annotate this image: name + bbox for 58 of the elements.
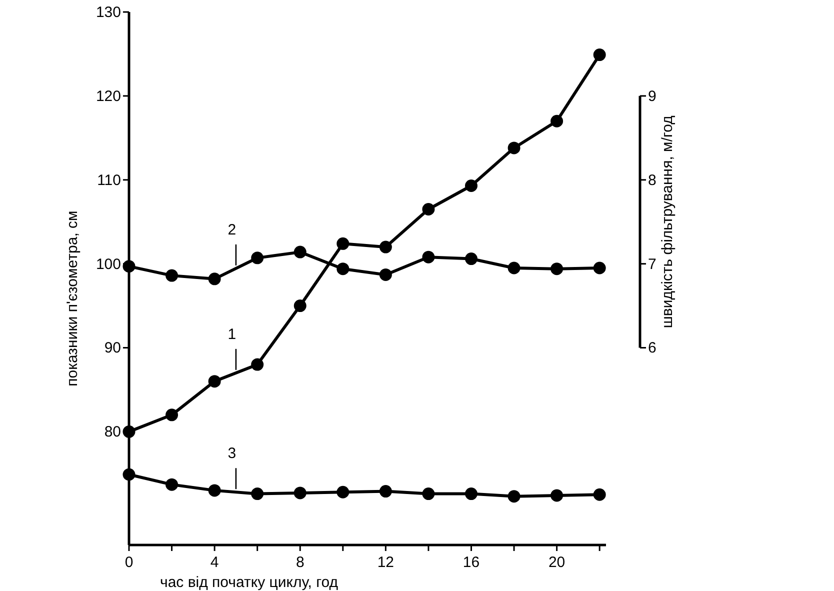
x-tick-label: 20 [548,554,566,571]
point [251,358,264,371]
point [508,262,520,274]
point [336,262,350,276]
x-tick-label: 8 [296,554,304,571]
y2-tick-label: 6 [648,340,656,357]
point [422,203,435,216]
point [464,252,478,266]
point [464,488,478,500]
series-label: 1 [228,326,236,343]
x-tick-label: 4 [210,554,219,571]
point [251,488,264,500]
point [166,269,178,282]
point [166,408,178,422]
point [593,48,606,62]
series-label: 2 [228,221,236,238]
point [294,300,306,312]
point [593,488,606,501]
point [464,180,478,192]
y-tick-label: 90 [104,340,121,357]
point [122,260,136,273]
y2-axis-title: швидкість фільтрування, м/год [659,115,676,328]
point [166,478,178,491]
point [508,142,520,154]
point [208,375,221,388]
x-tick-label: 16 [462,554,480,571]
point [336,486,350,498]
point [422,488,435,500]
point [122,468,136,481]
y-tick-label: 120 [96,88,121,105]
point [508,490,520,503]
y-tick-label: 110 [97,172,121,189]
point [122,425,136,438]
point [550,489,564,502]
y-tick-label: 100 [96,256,121,273]
x-tick-label: 12 [377,554,394,571]
y2-tick-label: 7 [648,256,656,273]
x-tick-label: 0 [124,554,134,571]
y2-tick-label: 9 [648,88,656,105]
point [550,262,564,276]
point [379,240,392,254]
series-label: 3 [228,445,236,462]
x-axis-title: час від початку циклу, год [160,574,338,591]
y-tick-label: 130 [96,4,121,21]
point [379,268,392,281]
y2-tick-label: 8 [648,172,656,189]
y-axis-title: показники п'єзометра, см [64,210,81,386]
point [379,485,392,498]
point [208,272,221,286]
point [251,252,264,264]
point [336,237,350,250]
point [294,246,306,258]
y-tick-label: 80 [104,424,121,441]
point [593,262,606,274]
point [422,250,435,264]
point [550,114,564,128]
point [208,484,221,497]
point [294,486,306,500]
